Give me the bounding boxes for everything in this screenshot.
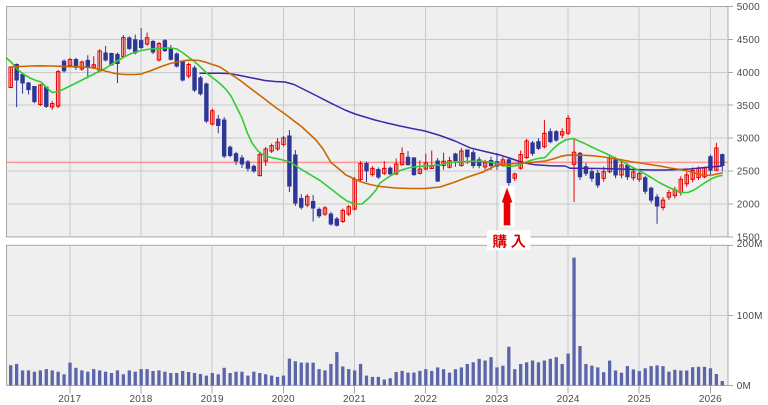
svg-text:3500: 3500: [737, 101, 760, 112]
svg-text:2021: 2021: [343, 394, 366, 405]
svg-text:2025: 2025: [628, 394, 651, 405]
svg-text:2026: 2026: [699, 394, 722, 405]
svg-text:0M: 0M: [737, 381, 751, 392]
svg-text:2020: 2020: [272, 394, 295, 405]
svg-text:5000: 5000: [737, 2, 760, 13]
svg-text:2019: 2019: [201, 394, 224, 405]
svg-text:1500: 1500: [737, 233, 760, 244]
svg-text:2017: 2017: [58, 394, 81, 405]
svg-text:4500: 4500: [737, 35, 760, 46]
svg-text:3000: 3000: [737, 134, 760, 145]
svg-text:4000: 4000: [737, 68, 760, 79]
svg-text:2500: 2500: [737, 167, 760, 178]
svg-text:2024: 2024: [557, 394, 580, 405]
svg-text:2023: 2023: [485, 394, 508, 405]
svg-text:200M: 200M: [737, 239, 763, 250]
svg-text:2018: 2018: [129, 394, 152, 405]
svg-text:100M: 100M: [737, 311, 763, 322]
svg-text:2022: 2022: [414, 394, 437, 405]
svg-text:2000: 2000: [737, 200, 760, 211]
